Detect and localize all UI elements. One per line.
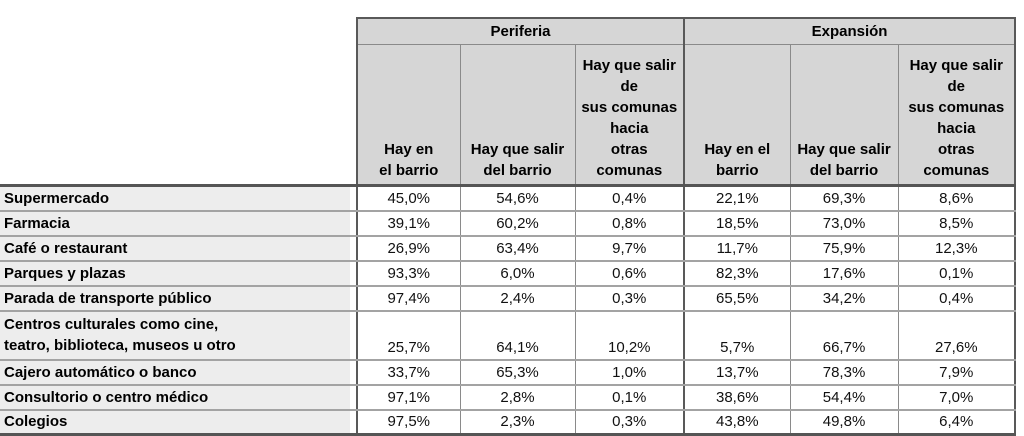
value-cell: 0,1% xyxy=(574,384,685,411)
value-cell: 78,3% xyxy=(789,359,899,386)
table-row: Cajero automático o banco 33,7% 65,3% 1,0% 1… xyxy=(0,359,1017,386)
column-group-periferia: Periferia xyxy=(355,17,686,45)
table-row: Centros culturales como cine, teatro, bi… xyxy=(0,310,1017,361)
value-cell: 0,1% xyxy=(897,260,1017,287)
value-cell: 93,3% xyxy=(356,260,460,287)
subcolumn-header-expansion-salir-de-comunas: Hay que salir de sus comunas hacia otras… xyxy=(897,44,1017,187)
subheader-row: Hay en el barrio Hay que salir del barri… xyxy=(0,44,1017,187)
value-cell: 69,3% xyxy=(789,184,899,212)
row-label: Cajero automático o banco xyxy=(0,359,357,386)
value-cell: 27,6% xyxy=(897,310,1017,361)
value-cell: 33,7% xyxy=(356,359,460,386)
value-cell: 6,4% xyxy=(897,409,1017,436)
value-cell: 38,6% xyxy=(683,384,791,411)
value-cell: 0,6% xyxy=(574,260,685,287)
value-cell: 43,8% xyxy=(683,409,791,436)
value-cell: 39,1% xyxy=(356,210,460,237)
value-cell: 64,1% xyxy=(459,310,575,361)
value-cell: 26,9% xyxy=(356,235,460,262)
value-cell: 18,5% xyxy=(683,210,791,237)
row-label: Parada de transporte público xyxy=(0,285,357,312)
value-cell: 11,7% xyxy=(683,235,791,262)
value-cell: 22,1% xyxy=(683,184,791,212)
column-group-expansion: Expansión xyxy=(683,17,1017,45)
value-cell: 54,6% xyxy=(459,184,575,212)
data-table: Periferia Expansión Hay en el barrio Hay… xyxy=(0,17,1017,436)
table-row: Supermercado 45,0% 54,6% 0,4% 22,1% 69,3% 8,6% xyxy=(0,184,1017,212)
row-label: Colegios xyxy=(0,409,357,436)
value-cell: 13,7% xyxy=(683,359,791,386)
table-body: Supermercado 45,0% 54,6% 0,4% 22,1% 69,3% 8,6%… xyxy=(0,184,1017,436)
value-cell: 2,4% xyxy=(459,285,575,312)
row-label: Parques y plazas xyxy=(0,260,357,287)
table-row: Parada de transporte público 97,4% 2,4% 0,3… xyxy=(0,285,1017,312)
value-cell: 0,3% xyxy=(574,285,685,312)
value-cell: 75,9% xyxy=(789,235,899,262)
value-cell: 1,0% xyxy=(574,359,685,386)
value-cell: 82,3% xyxy=(683,260,791,287)
table-row: Café o restaurant 26,9% 63,4% 9,7% 11,7% 75,9… xyxy=(0,235,1017,262)
value-cell: 63,4% xyxy=(459,235,575,262)
value-cell: 97,1% xyxy=(356,384,460,411)
value-cell: 6,0% xyxy=(459,260,575,287)
value-cell: 0,3% xyxy=(574,409,685,436)
value-cell: 97,5% xyxy=(356,409,460,436)
row-label: Supermercado xyxy=(0,184,357,212)
value-cell: 97,4% xyxy=(356,285,460,312)
value-cell: 7,0% xyxy=(897,384,1017,411)
value-cell: 60,2% xyxy=(459,210,575,237)
table-row: Colegios 97,5% 2,3% 0,3% 43,8% 49,8% 6,4% xyxy=(0,409,1017,436)
row-label: Farmacia xyxy=(0,210,357,237)
value-cell: 73,0% xyxy=(789,210,899,237)
value-cell: 0,4% xyxy=(897,285,1017,312)
corner-cell xyxy=(0,18,357,45)
corner-cell xyxy=(0,44,357,186)
value-cell: 10,2% xyxy=(574,310,685,361)
value-cell: 7,9% xyxy=(897,359,1017,386)
value-cell: 34,2% xyxy=(789,285,899,312)
row-label: Centros culturales como cine, teatro, bi… xyxy=(0,310,357,361)
table-row: Parques y plazas 93,3% 6,0% 0,6% 82,3% 17,6% 0… xyxy=(0,260,1017,287)
value-cell: 45,0% xyxy=(356,184,460,212)
subcolumn-header-periferia-salir-del-barrio: Hay que salir del barrio xyxy=(459,44,576,187)
row-label: Café o restaurant xyxy=(0,235,357,262)
group-header-row: Periferia Expansión xyxy=(0,17,1017,45)
value-cell: 0,4% xyxy=(574,184,685,212)
value-cell: 2,3% xyxy=(459,409,575,436)
value-cell: 49,8% xyxy=(789,409,899,436)
value-cell: 12,3% xyxy=(897,235,1017,262)
value-cell: 8,5% xyxy=(897,210,1017,237)
value-cell: 2,8% xyxy=(459,384,575,411)
table-row: Consultorio o centro médico 97,1% 2,8% 0,1%… xyxy=(0,384,1017,411)
subcolumn-header-expansion-hay-en-el-barrio: Hay en el barrio xyxy=(683,44,791,187)
value-cell: 65,3% xyxy=(459,359,575,386)
subcolumn-header-periferia-hay-en-el-barrio: Hay en el barrio xyxy=(356,44,461,187)
value-cell: 0,8% xyxy=(574,210,685,237)
value-cell: 54,4% xyxy=(789,384,899,411)
value-cell: 5,7% xyxy=(683,310,791,361)
value-cell: 9,7% xyxy=(574,235,685,262)
value-cell: 8,6% xyxy=(897,184,1017,212)
value-cell: 17,6% xyxy=(789,260,899,287)
table-row: Farmacia 39,1% 60,2% 0,8% 18,5% 73,0% 8,5% xyxy=(0,210,1017,237)
row-label: Consultorio o centro médico xyxy=(0,384,357,411)
value-cell: 66,7% xyxy=(789,310,899,361)
subcolumn-header-periferia-salir-de-comunas: Hay que salir de sus comunas hacia otras… xyxy=(574,44,685,187)
value-cell: 25,7% xyxy=(356,310,460,361)
subcolumn-header-expansion-salir-del-barrio: Hay que salir del barrio xyxy=(789,44,899,187)
value-cell: 65,5% xyxy=(683,285,791,312)
